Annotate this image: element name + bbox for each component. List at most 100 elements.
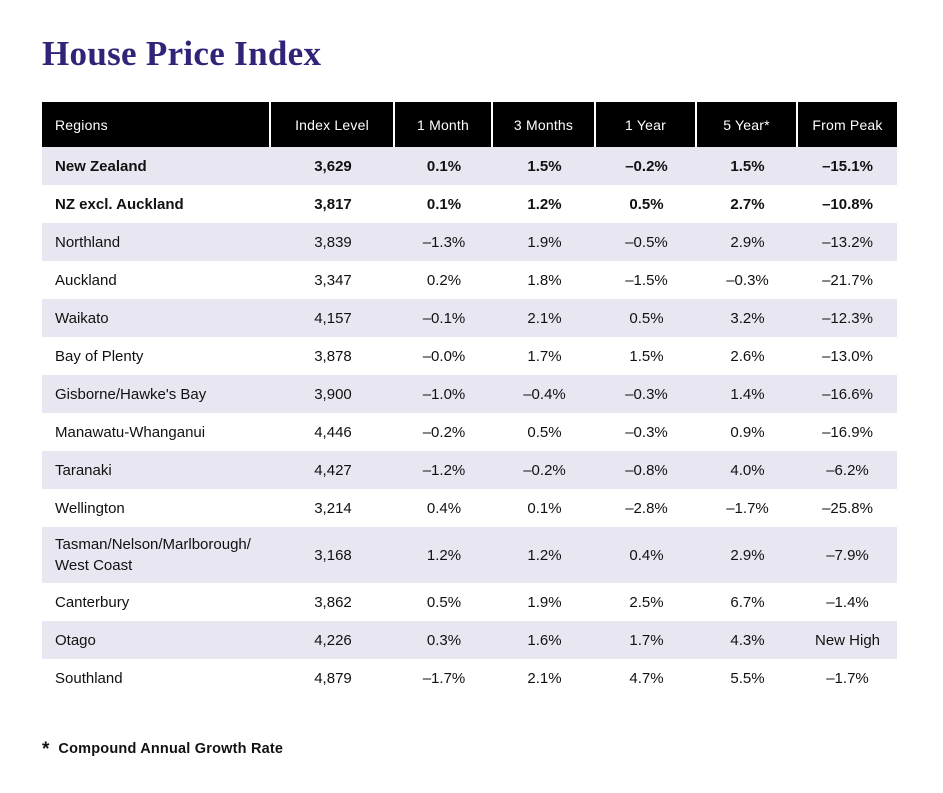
- table-body: New Zealand 3,629 0.1% 1.5% –0.2% 1.5% –15.1% N…: [42, 147, 897, 697]
- value-cell: 0.5%: [629, 195, 664, 213]
- value-cell: 3,629: [314, 157, 352, 175]
- value-cell: 4.0%: [730, 461, 765, 479]
- region-cell: Waikato: [55, 309, 109, 327]
- col-header-regions: Regions: [42, 102, 271, 147]
- value-cell: 0.4%: [426, 499, 462, 517]
- value-cell: 1.7%: [527, 347, 562, 365]
- value-cell: –1.7%: [422, 669, 466, 687]
- value-cell: –7.9%: [826, 546, 869, 564]
- value-cell: –0.3%: [726, 271, 769, 289]
- value-cell: –0.2%: [523, 461, 566, 479]
- value-cell: –0.4%: [523, 385, 566, 403]
- value-cell: 3,862: [314, 593, 352, 611]
- value-cell: 4,879: [314, 669, 352, 687]
- col-header-1-year: 1 Year: [596, 102, 697, 147]
- value-cell: –25.8%: [822, 499, 873, 517]
- region-cell: Otago: [55, 631, 96, 649]
- value-cell: 1.4%: [730, 385, 765, 403]
- col-header-index-level: Index Level: [271, 102, 395, 147]
- value-cell: –0.0%: [422, 347, 466, 365]
- value-cell: 0.3%: [426, 631, 462, 649]
- value-cell: 3,839: [314, 233, 352, 251]
- value-cell: –1.4%: [826, 593, 869, 611]
- value-cell: 2.6%: [730, 347, 765, 365]
- value-cell: 2.1%: [527, 669, 562, 687]
- value-cell: 1.9%: [527, 233, 562, 251]
- page-title: House Price Index: [42, 34, 322, 73]
- value-cell: 3,817: [314, 195, 352, 213]
- value-cell: 1.7%: [629, 631, 664, 649]
- value-cell: 1.6%: [527, 631, 562, 649]
- value-cell: 3.2%: [730, 309, 765, 327]
- value-cell: 1.9%: [527, 593, 562, 611]
- value-cell: 1.2%: [426, 546, 462, 564]
- value-cell: 1.5%: [629, 347, 664, 365]
- value-cell: 0.5%: [527, 423, 562, 441]
- value-cell: –1.7%: [826, 669, 869, 687]
- value-cell: –6.2%: [826, 461, 869, 479]
- col-header-3-months: 3 Months: [493, 102, 596, 147]
- value-cell: –0.3%: [625, 385, 668, 403]
- value-cell: 3,214: [314, 499, 352, 517]
- value-cell: –13.0%: [822, 347, 873, 365]
- value-cell: 2.7%: [730, 195, 765, 213]
- table-row: NZ excl. Auckland 3,817 0.1% 1.2% 0.5% 2.7% –1…: [42, 185, 897, 223]
- value-cell: –0.2%: [625, 157, 668, 175]
- value-cell: 2.1%: [527, 309, 562, 327]
- table-row: Taranaki 4,427 –1.2% –0.2% –0.8% 4.0% –6.2%: [42, 451, 897, 489]
- house-price-index-table: Regions Index Level 1 Month 3 Months 1 Y…: [42, 102, 897, 697]
- col-header-5-year: 5 Year*: [697, 102, 798, 147]
- region-cell: Taranaki: [55, 461, 112, 479]
- table-row: Auckland 3,347 0.2% 1.8% –1.5% –0.3% –21.7%: [42, 261, 897, 299]
- value-cell: 1.8%: [527, 271, 562, 289]
- region-cell: Wellington: [55, 499, 125, 517]
- footnote-asterisk: *: [42, 739, 50, 760]
- value-cell: 1.5%: [730, 157, 765, 175]
- table-row: Gisborne/Hawke's Bay 3,900 –1.0% –0.4% –0.3%…: [42, 375, 897, 413]
- value-cell: 0.1%: [426, 195, 462, 213]
- value-cell: 0.4%: [629, 546, 664, 564]
- region-cell: Canterbury: [55, 593, 130, 611]
- table-row: Southland 4,879 –1.7% 2.1% 4.7% 5.5% –1.7%: [42, 659, 897, 697]
- value-cell: –10.8%: [822, 195, 873, 213]
- value-cell: 1.5%: [527, 157, 562, 175]
- table-row: Bay of Plenty 3,878 –0.0% 1.7% 1.5% 2.6% –13.0…: [42, 337, 897, 375]
- value-cell: 2.9%: [730, 233, 765, 251]
- table-row: Waikato 4,157 –0.1% 2.1% 0.5% 3.2% –12.3%: [42, 299, 897, 337]
- value-cell: 3,900: [314, 385, 352, 403]
- value-cell: 0.2%: [426, 271, 462, 289]
- value-cell: 0.1%: [527, 499, 562, 517]
- table-row: Northland 3,839 –1.3% 1.9% –0.5% 2.9% –13.2%: [42, 223, 897, 261]
- value-cell: –13.2%: [822, 233, 873, 251]
- table-row: New Zealand 3,629 0.1% 1.5% –0.2% 1.5% –15.1%: [42, 147, 897, 185]
- value-cell: –0.1%: [422, 309, 466, 327]
- value-cell: 4.7%: [629, 669, 664, 687]
- col-header-1-month: 1 Month: [395, 102, 493, 147]
- value-cell: 5.5%: [730, 669, 765, 687]
- value-cell: 4,427: [314, 461, 352, 479]
- value-cell: –1.0%: [422, 385, 466, 403]
- value-cell: –0.2%: [422, 423, 466, 441]
- col-header-from-peak: From Peak: [812, 116, 883, 133]
- value-cell: 4,226: [314, 631, 352, 649]
- region-cell: NZ excl. Auckland: [55, 195, 184, 213]
- value-cell: 4.3%: [730, 631, 765, 649]
- value-cell: 1.2%: [527, 195, 562, 213]
- value-cell: –12.3%: [822, 309, 873, 327]
- value-cell: –21.7%: [822, 271, 873, 289]
- value-cell: 4,157: [314, 309, 352, 327]
- region-cell: Tasman/Nelson/Marlborough/ West Coast: [55, 536, 251, 574]
- value-cell: –1.7%: [726, 499, 769, 517]
- region-cell: Auckland: [55, 271, 117, 289]
- value-cell: –0.3%: [625, 423, 668, 441]
- value-cell: –1.3%: [422, 233, 466, 251]
- region-cell: Manawatu-Whanganui: [55, 423, 206, 441]
- region-cell: Gisborne/Hawke's Bay: [55, 385, 207, 403]
- value-cell: –0.5%: [625, 233, 668, 251]
- region-cell: Southland: [55, 669, 123, 687]
- table-row: Tasman/Nelson/Marlborough/ West Coast 3,1…: [42, 527, 897, 583]
- table-row: Manawatu-Whanganui 4,446 –0.2% 0.5% –0.3% 0.9…: [42, 413, 897, 451]
- value-cell: 6.7%: [730, 593, 765, 611]
- table-header-row: Regions Index Level 1 Month 3 Months 1 Y…: [42, 102, 897, 147]
